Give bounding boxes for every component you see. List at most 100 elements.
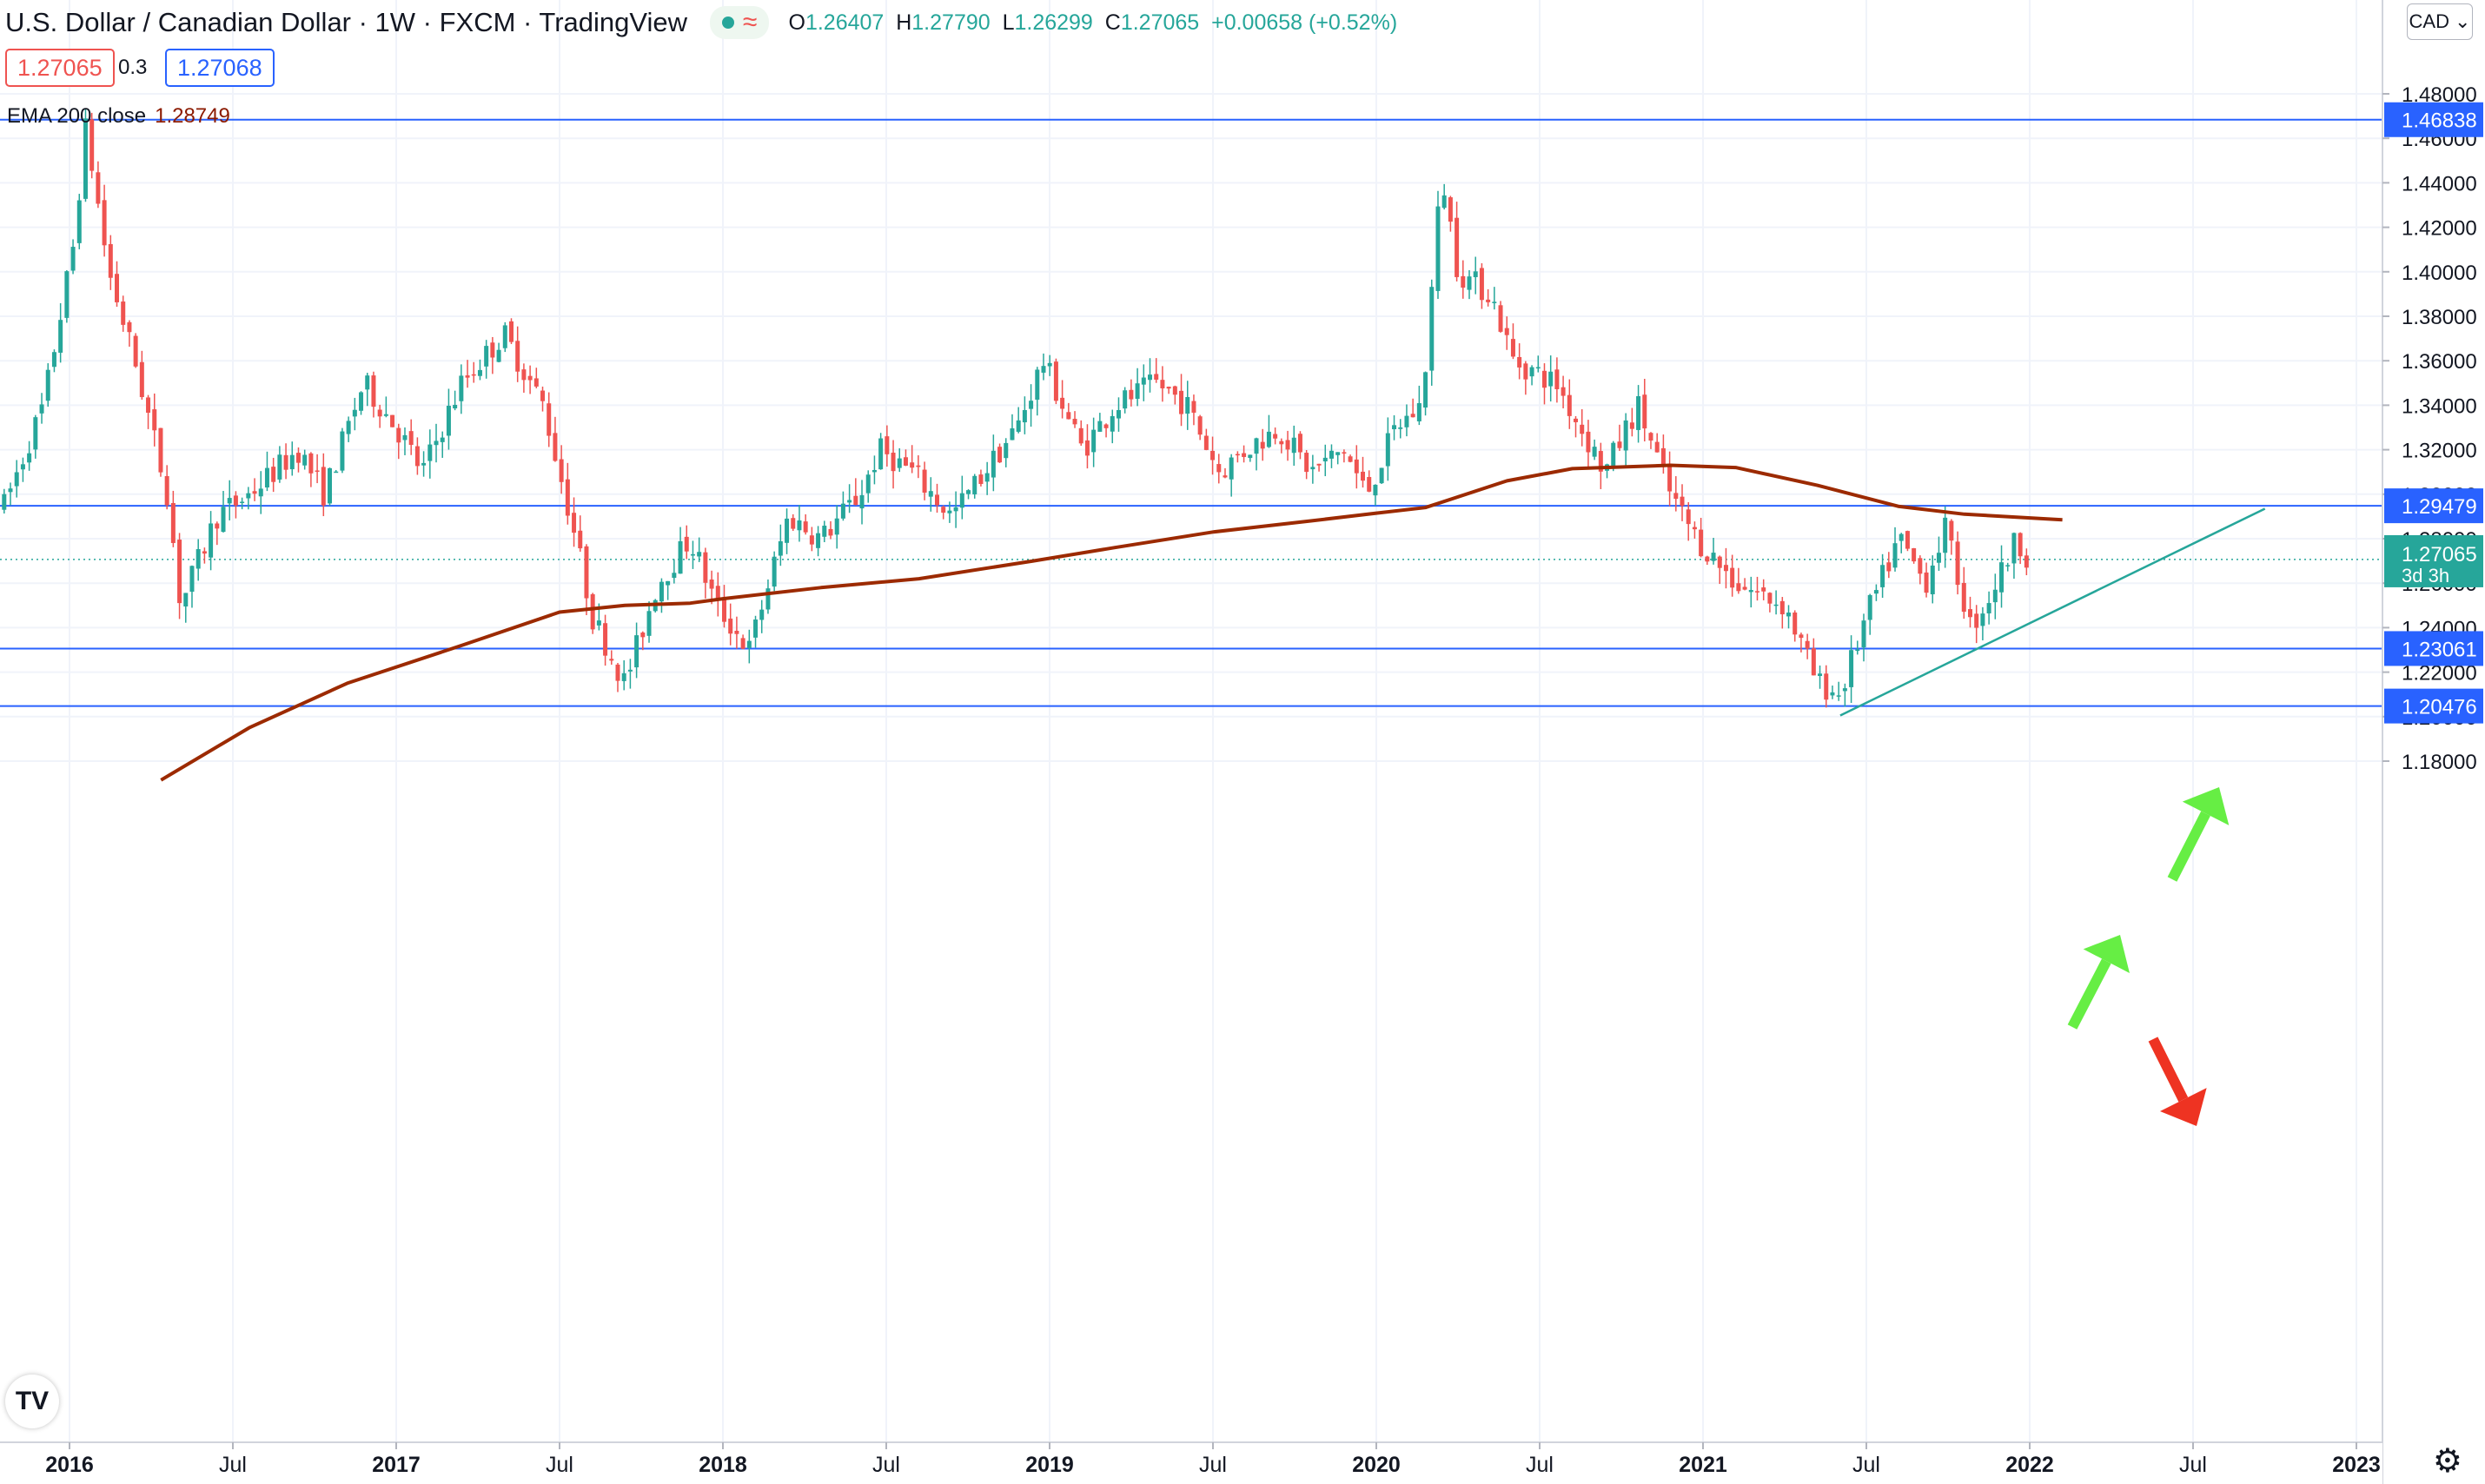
candle-body bbox=[1229, 457, 1234, 480]
candle-body bbox=[1441, 195, 1447, 209]
candle-body bbox=[772, 556, 777, 587]
candle-body bbox=[1185, 396, 1190, 414]
candle-body bbox=[139, 361, 144, 398]
candle-body bbox=[1836, 695, 1841, 697]
candle-body bbox=[340, 431, 345, 471]
candle-body bbox=[133, 335, 138, 367]
candle-body bbox=[1461, 275, 1466, 288]
candle-body bbox=[1504, 328, 1509, 335]
candle-body bbox=[928, 491, 933, 497]
candle-body bbox=[759, 609, 765, 620]
spread-value: 0.3 bbox=[118, 56, 148, 79]
indicator-legend[interactable]: EMA 200 close 1.28749 bbox=[7, 104, 230, 129]
candle-body bbox=[209, 523, 214, 558]
candle-body bbox=[885, 436, 890, 454]
time-tick-label: 2023 bbox=[2332, 1453, 2381, 1477]
candle-body bbox=[277, 454, 282, 480]
tradingview-logo-icon[interactable]: TV bbox=[5, 1375, 59, 1428]
candle-body bbox=[785, 518, 790, 543]
buy-button[interactable]: 1.27068 bbox=[165, 49, 275, 87]
candle-body bbox=[58, 320, 63, 353]
candle-body bbox=[1717, 556, 1722, 568]
candle-body bbox=[1918, 558, 1923, 574]
candle-body bbox=[89, 119, 95, 171]
time-tick-label: Jul bbox=[1526, 1453, 1554, 1477]
candle-body bbox=[853, 495, 858, 506]
candle-body bbox=[1648, 433, 1653, 441]
red-arrow-down-head bbox=[2159, 1088, 2207, 1126]
candle-body bbox=[840, 503, 845, 519]
candle-body bbox=[283, 454, 288, 470]
candle-body bbox=[1322, 457, 1328, 462]
red-arrow-down-shaft bbox=[2148, 1037, 2189, 1103]
candle-body bbox=[1423, 372, 1428, 408]
candle-body bbox=[1680, 496, 1685, 507]
currency-button[interactable]: CAD ⌄ bbox=[2407, 3, 2473, 40]
low-label: L bbox=[1002, 10, 1015, 35]
candle-body bbox=[765, 588, 771, 610]
change-value: +0.00658 (+0.52%) bbox=[1211, 10, 1398, 35]
time-tick-label: Jul bbox=[219, 1453, 247, 1477]
chevron-down-icon: ⌄ bbox=[2455, 10, 2471, 32]
candle-body bbox=[1529, 367, 1534, 377]
candle-body bbox=[621, 672, 626, 681]
candle-body bbox=[703, 552, 708, 583]
candle-body bbox=[1742, 586, 1747, 590]
candle-body bbox=[547, 403, 552, 436]
high-label: H bbox=[896, 10, 912, 35]
price-level-tag bbox=[2384, 688, 2483, 724]
candle-body bbox=[1216, 464, 1222, 473]
candle-body bbox=[1748, 590, 1753, 593]
candle-body bbox=[1160, 380, 1165, 389]
candle-body bbox=[1517, 356, 1522, 368]
candle-body bbox=[1867, 594, 1872, 620]
time-axis[interactable]: 2016 Jul 2017 Jul 2018 Jul 2019 Jul 2020 Jul 2021 J… bbox=[0, 1441, 2382, 1484]
candle-body bbox=[1316, 463, 1322, 466]
candle-body bbox=[1273, 434, 1278, 439]
candle-body bbox=[1110, 415, 1115, 432]
ema-200-line bbox=[160, 463, 2063, 782]
candle-body bbox=[603, 623, 608, 656]
gear-icon[interactable]: ⚙ bbox=[2432, 1443, 2462, 1480]
price-axis[interactable]: 1.180001.200001.220001.240001.260001.280… bbox=[2382, 0, 2485, 1484]
candle-body bbox=[1148, 374, 1153, 381]
candle-body bbox=[1723, 565, 1728, 572]
symbol-title[interactable]: U.S. Dollar / Canadian Dollar · 1W · FXC… bbox=[5, 7, 688, 37]
candle-body bbox=[1060, 397, 1065, 409]
price-level-tag bbox=[2384, 631, 2483, 666]
candle-body bbox=[1699, 529, 1704, 557]
candle-body bbox=[115, 274, 120, 302]
candle-body bbox=[51, 352, 56, 368]
candle-body bbox=[1686, 509, 1691, 525]
status-indicators[interactable]: ≈ bbox=[710, 6, 770, 39]
candle-body bbox=[189, 566, 195, 593]
sell-button[interactable]: 1.27065 bbox=[5, 49, 115, 87]
candles bbox=[2, 109, 2029, 708]
candle-body bbox=[164, 475, 169, 506]
candle-body bbox=[1429, 287, 1435, 371]
candle-body bbox=[152, 409, 157, 431]
candle-body bbox=[728, 618, 733, 634]
candle-body bbox=[584, 546, 589, 599]
candle-body bbox=[1754, 591, 1759, 593]
candle-body bbox=[1297, 434, 1302, 453]
candle-body bbox=[972, 475, 977, 494]
candle-body bbox=[453, 405, 458, 409]
data-status-icon: ≈ bbox=[743, 8, 758, 36]
candle-body bbox=[1047, 362, 1052, 367]
candle-body bbox=[1955, 541, 1960, 586]
price-tick-label: 1.44000 bbox=[2402, 172, 2477, 195]
candle-body bbox=[1354, 459, 1359, 474]
close-value: 1.27065 bbox=[1120, 10, 1200, 35]
candle-body bbox=[2, 494, 7, 510]
candle-body bbox=[1492, 301, 1497, 303]
candle-body bbox=[1548, 371, 1554, 387]
time-tick-label: Jul bbox=[872, 1453, 900, 1477]
candle-body bbox=[1667, 463, 1673, 492]
candle-body bbox=[984, 473, 990, 482]
candle-body bbox=[1097, 421, 1103, 432]
candle-body bbox=[264, 467, 269, 488]
candle-body bbox=[1905, 531, 1910, 549]
candle-body bbox=[127, 321, 132, 333]
